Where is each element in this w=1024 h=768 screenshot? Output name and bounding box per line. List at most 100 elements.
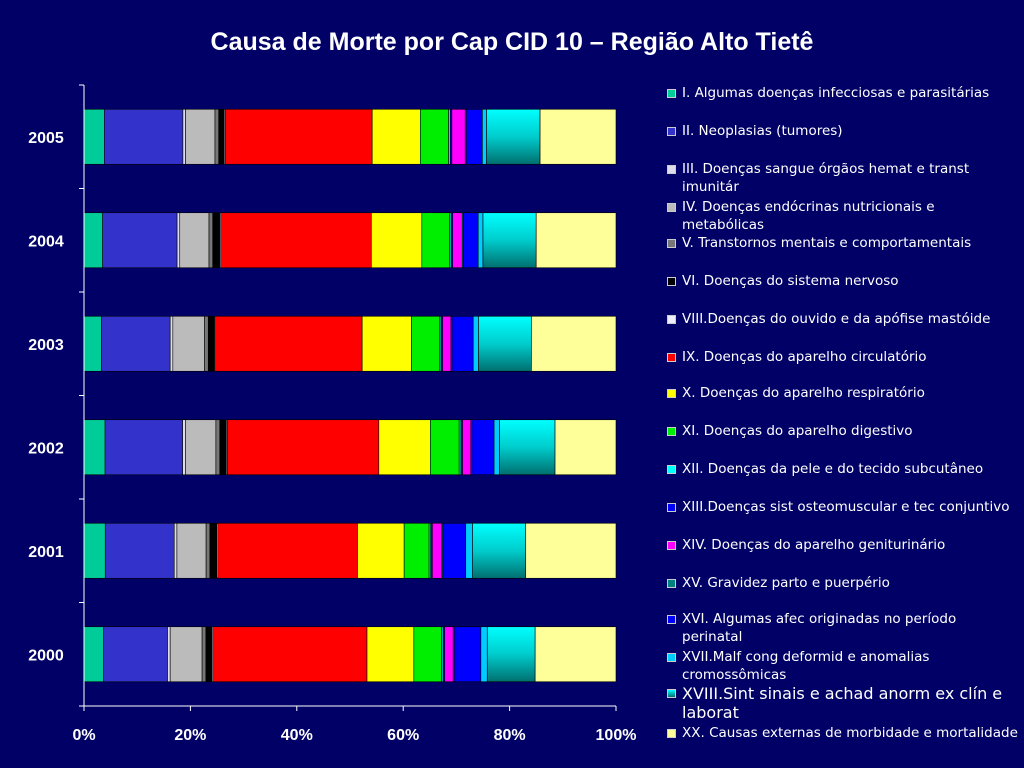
legend-label: XX. Causas externas de morbidade e morta…: [682, 725, 1018, 741]
bar-segment-2003-9: [361, 315, 412, 372]
bar-segment-2002-6: [219, 419, 227, 476]
y-tick-label-2000: 2000: [28, 647, 64, 664]
legend-item: XVIII.Sint sinais e achad anorm ex clín …: [663, 684, 1018, 722]
legend-item: XII. Doenças da pele e do tecido subcutâ…: [663, 460, 1018, 478]
legend-swatch: [667, 689, 676, 698]
bar-segment-2001-6: [209, 522, 218, 579]
bar-segment-2001-8: [217, 522, 358, 579]
bar-segment-2001-18: [525, 522, 617, 579]
axes-layer: 2005 2004 2003 2002 2001 2000 0% 20% 40% 60% 80% 10…: [28, 84, 637, 744]
bar-segment-2000-6: [205, 626, 212, 683]
legend-swatch: [667, 89, 676, 98]
legend-item: VI. Doenças do sistema nervoso: [663, 272, 1018, 290]
legend-item: IV. Doenças endócrinas nutricionais e me…: [663, 198, 1018, 234]
legend-item: II. Neoplasias (tumores): [663, 122, 1018, 140]
x-tick-label: 100%: [596, 727, 637, 744]
legend-swatch: [667, 353, 676, 362]
legend-label: VIII.Doenças do ouvido e da apófise mast…: [682, 311, 991, 327]
legend-swatch: [667, 203, 676, 212]
legend-label: XV. Gravidez parto e puerpério: [682, 575, 890, 591]
bar-segment-2004-5: [208, 212, 214, 269]
bar-segment-2000-15: [453, 626, 482, 683]
bars-layer: [83, 108, 617, 683]
legend-label: XIII.Doenças sist osteomuscular e tec co…: [682, 499, 1010, 515]
legend-item: XVII.Malf cong deformid e anomalias crom…: [663, 648, 1018, 684]
bar-segment-2000-17: [486, 626, 536, 683]
bar-segment-2005-5: [214, 108, 220, 165]
bar-segment-2003-1: [83, 315, 102, 372]
bar-segment-2000-16: [480, 626, 488, 683]
bar-segment-2000-8: [212, 626, 368, 683]
legend-item: X. Doenças do aparelho respiratório: [663, 384, 1018, 402]
legend-swatch: [667, 239, 676, 248]
bar-segment-2002-17: [499, 419, 556, 476]
legend-item: XV. Gravidez parto e puerpério: [663, 574, 1018, 592]
legend-swatch: [667, 389, 676, 398]
bar-segment-2000-9: [366, 626, 415, 683]
bar-segment-2000-2: [103, 626, 168, 683]
bar-segment-2002-9: [378, 419, 431, 476]
legend-swatch: [667, 653, 676, 662]
bar-segment-2002-13: [462, 419, 472, 476]
bar-segment-2005-1: [83, 108, 105, 165]
bar-segment-2005-8: [224, 108, 373, 165]
bar-segment-2005-16: [482, 108, 487, 165]
bar-segment-2002-1: [83, 419, 106, 476]
bar-segment-2004-3: [176, 212, 181, 269]
bar-segment-2005-15: [465, 108, 483, 165]
legend-label: IX. Doenças do aparelho circulatório: [682, 349, 927, 365]
legend-item: XIV. Doenças do aparelho geniturinário: [663, 536, 1018, 554]
y-tick-label-2002: 2002: [28, 440, 64, 457]
legend-swatch: [667, 315, 676, 324]
bar-segment-2002-15: [471, 419, 495, 476]
bar-segment-2001-2: [104, 522, 175, 579]
bar-segment-2004-18: [535, 212, 617, 269]
bar-segment-2004-16: [477, 212, 484, 269]
legend-item: I. Algumas doenças infecciosas e parasit…: [663, 84, 1018, 102]
bar-segment-2001-1: [83, 522, 106, 579]
bar-segment-2003-16: [472, 315, 479, 372]
legend-label: XVII.Malf cong deformid e anomalias crom…: [682, 649, 930, 683]
bar-segment-2005-9: [371, 108, 421, 165]
x-tick-label: 40%: [281, 727, 313, 744]
legend-label: XI. Doenças do aparelho digestivo: [682, 423, 913, 439]
bar-segment-2001-17: [472, 522, 527, 579]
bar-segment-2005-18: [539, 108, 617, 165]
bar-segment-2003-3: [169, 315, 174, 372]
bar-segment-2000-5: [201, 626, 207, 683]
bar-segment-2001-10: [403, 522, 430, 579]
bar-segment-2005-2: [104, 108, 184, 165]
legend-item: III. Doenças sangue órgãos hemat e trans…: [663, 160, 1018, 196]
legend-label: I. Algumas doenças infecciosas e parasit…: [682, 85, 990, 101]
bar-segment-2004-8: [220, 212, 372, 269]
legend-label: XIV. Doenças do aparelho geniturinário: [682, 537, 946, 553]
x-tick-label: 80%: [494, 727, 526, 744]
y-tick-label-2004: 2004: [28, 233, 64, 250]
bar-segment-2004-10: [421, 212, 450, 269]
bar-segment-2003-8: [215, 315, 363, 372]
legend-item: XIII.Doenças sist osteomuscular e tec co…: [663, 498, 1018, 516]
bar-segment-2002-8: [227, 419, 380, 476]
legend-item: XVI. Algumas afec originadas no período …: [663, 610, 1018, 646]
legend-label: V. Transtornos mentais e comportamentais: [682, 235, 972, 251]
bar-segment-2002-4: [185, 419, 217, 476]
bar-segment-2002-10: [430, 419, 460, 476]
bar-segment-2004-17: [482, 212, 537, 269]
legend-swatch: [667, 579, 676, 588]
chart-title: Causa de Morte por Cap CID 10 – Região A…: [210, 28, 814, 56]
bar-segment-2000-18: [534, 626, 617, 683]
legend-swatch: [667, 127, 676, 136]
bar-segment-2000-10: [413, 626, 442, 683]
bar-segment-2005-3: [182, 108, 186, 165]
bar-segment-2003-13: [442, 315, 452, 372]
bar-segment-2001-5: [205, 522, 211, 579]
bar-segment-2001-16: [465, 522, 473, 579]
legend-label: XII. Doenças da pele e do tecido subcutâ…: [682, 461, 984, 477]
bar-segment-2001-13: [431, 522, 443, 579]
legend-item: V. Transtornos mentais e comportamentais: [663, 234, 1018, 252]
legend-item: XI. Doenças do aparelho digestivo: [663, 422, 1018, 440]
bar-segment-2003-18: [531, 315, 617, 372]
bar-segment-2004-9: [370, 212, 423, 269]
bar-segment-2004-6: [212, 212, 220, 269]
